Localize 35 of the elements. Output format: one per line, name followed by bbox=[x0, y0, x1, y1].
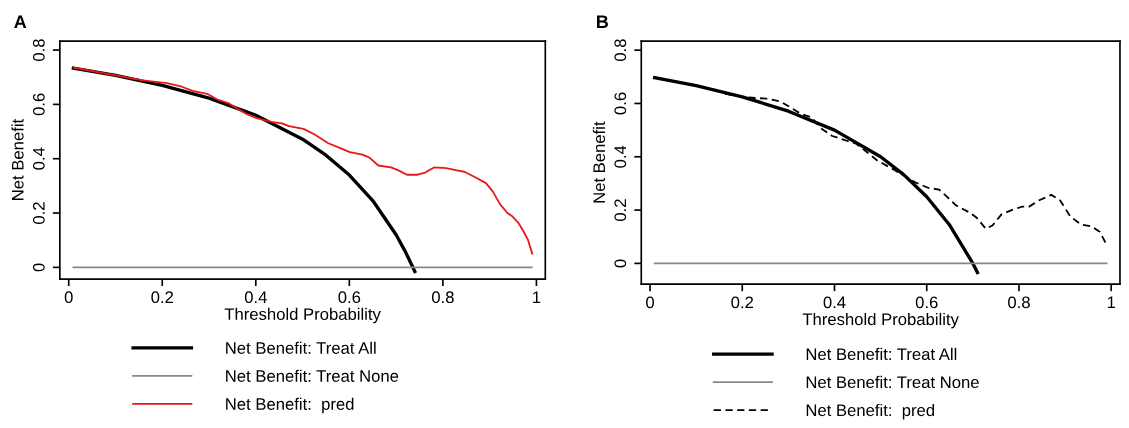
y-tick-label: 0.4 bbox=[614, 145, 627, 168]
legend-label: Net Benefit: Treat None bbox=[806, 375, 979, 389]
x-tick-label: 0.2 bbox=[151, 291, 174, 304]
y-tick-label: 0.2 bbox=[614, 199, 627, 222]
x-tick-label: 1 bbox=[533, 291, 541, 303]
x-tick-label: 0.2 bbox=[731, 296, 754, 309]
x-tick-label: 0.6 bbox=[915, 296, 938, 309]
legend-label: Net Benefit: pred bbox=[806, 403, 935, 420]
chart-title: A bbox=[14, 15, 27, 28]
y-tick-label: 0.8 bbox=[614, 39, 627, 62]
y-tick-label: 0.8 bbox=[32, 39, 45, 61]
x-tick-label: 0 bbox=[64, 291, 73, 304]
legend-label: Net Benefit: Treat None bbox=[226, 369, 399, 382]
x-tick-label: 0.8 bbox=[1008, 296, 1030, 309]
x-tick-label: 0.4 bbox=[823, 296, 846, 309]
x-tick-label: 0 bbox=[646, 296, 655, 309]
x-tick-label: 0.6 bbox=[338, 291, 361, 304]
y-tick-label: 0.4 bbox=[32, 147, 45, 170]
x-tick-label: 1 bbox=[1107, 296, 1116, 309]
legend-label: Net Benefit: Treat All bbox=[226, 341, 376, 354]
x-axis-title: Threshold Probability bbox=[224, 307, 381, 324]
y-axis-title: Net Benefit bbox=[592, 121, 606, 203]
legend-label: Net Benefit: pred bbox=[226, 397, 354, 414]
y-axis-title: Net Benefit bbox=[11, 118, 24, 200]
legend-label: Net Benefit: Treat All bbox=[806, 347, 957, 361]
y-tick-label: 0.6 bbox=[32, 93, 45, 116]
x-tick-label: 0.8 bbox=[431, 291, 454, 304]
chart-title: B bbox=[597, 15, 609, 28]
x-axis-title: Threshold Probability bbox=[802, 312, 959, 329]
y-tick-label: 0.6 bbox=[614, 92, 627, 115]
line-series bbox=[72, 66, 534, 255]
y-tick-label: 0 bbox=[32, 263, 45, 272]
y-tick-label: 0 bbox=[614, 259, 627, 268]
y-tick-label: 0.2 bbox=[32, 202, 45, 224]
x-tick-label: 0.4 bbox=[244, 291, 267, 304]
